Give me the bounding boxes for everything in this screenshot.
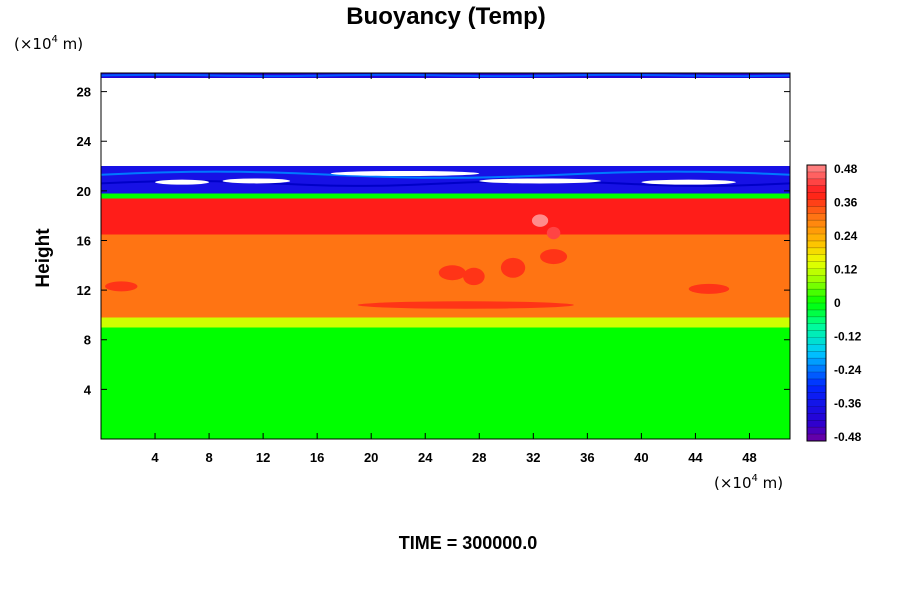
x-tick-label: 8 — [205, 450, 212, 465]
buoyancy-anomaly — [438, 265, 466, 281]
x-tick-label: 44 — [688, 450, 703, 465]
top-band-streak — [100, 73, 791, 78]
y-unit-prefix: (×10 — [14, 35, 52, 53]
colorbar-tick-label: -0.24 — [834, 363, 862, 377]
field-features — [100, 73, 791, 309]
colorbar-ticks: -0.48 -0.36 -0.24 -0.12 0 0.12 0.24 0.36 0.48 — [834, 162, 862, 444]
upper-band-gap — [155, 179, 210, 185]
x-axis-ticks: 4 8 12 16 20 24 28 32 36 40 44 48 — [151, 73, 757, 465]
buoyancy-anomaly — [546, 226, 561, 240]
upper-band-gap — [330, 170, 480, 176]
y-tick-label: 8 — [84, 333, 91, 348]
colorbar-frame — [806, 164, 827, 442]
upper-band-streak — [100, 170, 791, 179]
y-unit-exponent: 4 — [52, 34, 58, 45]
upper-band-gap — [479, 178, 601, 184]
y-tick-label: 28 — [77, 85, 91, 100]
colorbar-tick-label: 0.24 — [834, 229, 858, 243]
colorbar-tick-label: -0.12 — [834, 330, 862, 344]
plot-frame — [100, 72, 791, 440]
x-unit-suffix: m) — [758, 474, 783, 492]
y-axis-label: Height — [33, 228, 54, 288]
y-tick-label: 16 — [77, 233, 91, 248]
colorbar-tick-label: 0.48 — [834, 162, 858, 176]
y-axis-ticks: 4 8 12 16 20 24 28 — [77, 85, 790, 397]
x-tick-label: 28 — [472, 450, 486, 465]
x-unit-prefix: (×10 — [714, 474, 752, 492]
y-tick-label: 20 — [77, 184, 91, 199]
x-tick-label: 4 — [151, 450, 159, 465]
y-unit-suffix: m) — [58, 35, 83, 53]
colorbar-tick-label: 0.12 — [834, 263, 858, 277]
buoyancy-anomaly — [531, 214, 549, 227]
x-axis-unit: (×104 m) — [714, 473, 783, 492]
upper-band-gap — [222, 178, 291, 184]
y-tick-label: 24 — [77, 134, 92, 149]
chart-title: Buoyancy (Temp) — [346, 3, 546, 30]
colorbar: -0.48 -0.36 -0.24 -0.12 0 0.12 0.24 0.36 0.48 — [806, 162, 862, 444]
x-tick-label: 20 — [364, 450, 378, 465]
buoyancy-field — [101, 73, 790, 439]
y-tick-label: 4 — [84, 382, 92, 397]
x-tick-label: 48 — [742, 450, 756, 465]
x-tick-label: 24 — [418, 450, 433, 465]
x-tick-label: 40 — [634, 450, 648, 465]
colorbar-level-lines — [807, 171, 826, 435]
x-tick-label: 16 — [310, 450, 324, 465]
buoyancy-anomaly — [688, 283, 730, 294]
x-tick-label: 12 — [256, 450, 270, 465]
buoyancy-anomaly — [357, 301, 574, 309]
colorbar-tick-label: -0.48 — [834, 430, 862, 444]
colorbar-tick-label: -0.36 — [834, 397, 862, 411]
y-axis-unit: (×104 m) — [14, 34, 83, 53]
upper-band-gap — [641, 179, 736, 185]
y-tick-label: 12 — [77, 283, 91, 298]
colorbar-tick-label: 0 — [834, 296, 841, 310]
x-unit-exponent: 4 — [752, 473, 758, 484]
buoyancy-anomaly — [540, 249, 568, 265]
buoyancy-anomaly — [500, 257, 526, 278]
x-tick-label: 36 — [580, 450, 594, 465]
x-tick-label: 32 — [526, 450, 540, 465]
buoyancy-anomaly — [463, 267, 485, 286]
time-stamp: TIME = 300000.0 — [399, 533, 538, 553]
colorbar-scale — [807, 165, 826, 441]
buoyancy-anomaly — [105, 281, 138, 292]
colorbar-tick-label: 0.36 — [834, 196, 858, 210]
upper-band-streak — [100, 180, 791, 187]
